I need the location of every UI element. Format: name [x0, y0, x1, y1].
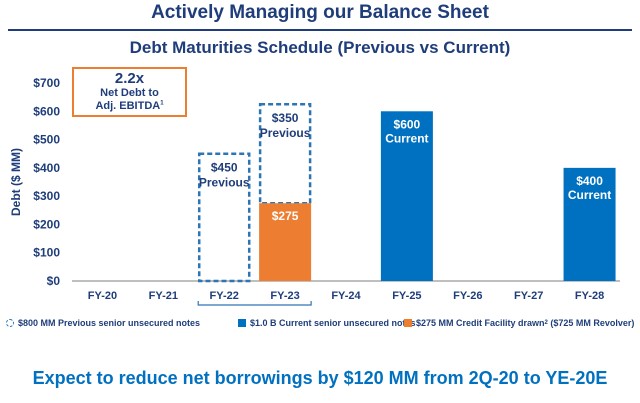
maturity-bracket [197, 301, 312, 306]
bar-current-sublabel: Current [568, 188, 611, 202]
bar-credit-facility-label: $275 [272, 209, 299, 223]
x-tick-label: FY-21 [149, 290, 178, 302]
x-tick-label: FY-25 [392, 290, 421, 302]
x-tick-label: FY-22 [210, 290, 239, 302]
bar-current [563, 167, 616, 281]
bar-previous [258, 102, 312, 205]
callout-footnote: 1 [160, 100, 164, 107]
x-tick-label: FY-20 [88, 290, 117, 302]
bar-current [380, 111, 433, 282]
legend-swatch-current [238, 319, 246, 327]
y-tick-label: $0 [47, 274, 61, 288]
legend-item-current: $1.0 B Current senior unsecured notes [238, 318, 416, 328]
legend-item-credit-facility: $275 MM Credit Facility drawn 2 ($725 MM … [404, 318, 634, 328]
y-tick-label: $400 [33, 161, 60, 175]
callout-value: 2.2x [114, 70, 145, 87]
page-title: Actively Managing our Balance Sheet [151, 2, 489, 23]
bar-current-label: $600 [394, 117, 421, 131]
bar-label-previous: $450 [211, 161, 238, 175]
net-debt-ebitda-callout: 2.2x Net Debt to Adj. EBITDA1 [72, 67, 187, 117]
y-tick-label: $600 [33, 104, 60, 118]
callout-label-line1: Net Debt to [100, 87, 159, 99]
chart-title: Debt Maturities Schedule (Previous vs Cu… [129, 38, 511, 57]
legend-label-current: $1.0 B Current senior unsecured notes [250, 318, 416, 328]
bar-sublabel-previous: Previous [199, 176, 250, 190]
y-tick-label: $200 [33, 217, 60, 231]
x-tick-label: FY-23 [270, 290, 299, 302]
bar-current-sublabel: Current [385, 131, 428, 145]
footer-message: Expect to reduce net borrowings by $120 … [32, 368, 608, 388]
legend-swatch-previous [6, 319, 14, 327]
debt-maturities-chart: Debt ($ MM) $0 $100 $200 $300 $400 $500 $600 $70… [9, 76, 620, 306]
legend-item-previous: $800 MM Previous senior unsecured notes [6, 318, 200, 328]
bar-credit-facility [259, 203, 312, 281]
x-tick-label: FY-24 [331, 290, 361, 302]
y-axis-title: Debt ($ MM) [9, 148, 23, 216]
y-tick-label: $500 [33, 133, 60, 147]
y-tick-label: $700 [33, 76, 60, 90]
chart-legend: $800 MM Previous senior unsecured notes … [6, 318, 636, 334]
x-tick-label: FY-28 [575, 290, 604, 302]
legend-swatch-credit-facility [404, 319, 412, 327]
y-tick-label: $300 [33, 189, 60, 203]
bar-label-previous: $350 [272, 111, 299, 125]
legend-label-revolver: ($725 MM Revolver) [547, 318, 635, 328]
title-divider [8, 29, 632, 31]
legend-label-credit-facility: $275 MM Credit Facility drawn [416, 318, 545, 328]
x-tick-label: FY-27 [514, 290, 543, 302]
bar-previous [197, 152, 251, 283]
bar-current-label: $400 [576, 174, 603, 188]
callout-label-line2: Adj. EBITDA [95, 100, 161, 112]
y-tick-label: $100 [33, 246, 60, 260]
bar-sublabel-previous: Previous [260, 126, 311, 140]
x-tick-label: FY-26 [453, 290, 482, 302]
legend-label-previous: $800 MM Previous senior unsecured notes [18, 318, 201, 328]
